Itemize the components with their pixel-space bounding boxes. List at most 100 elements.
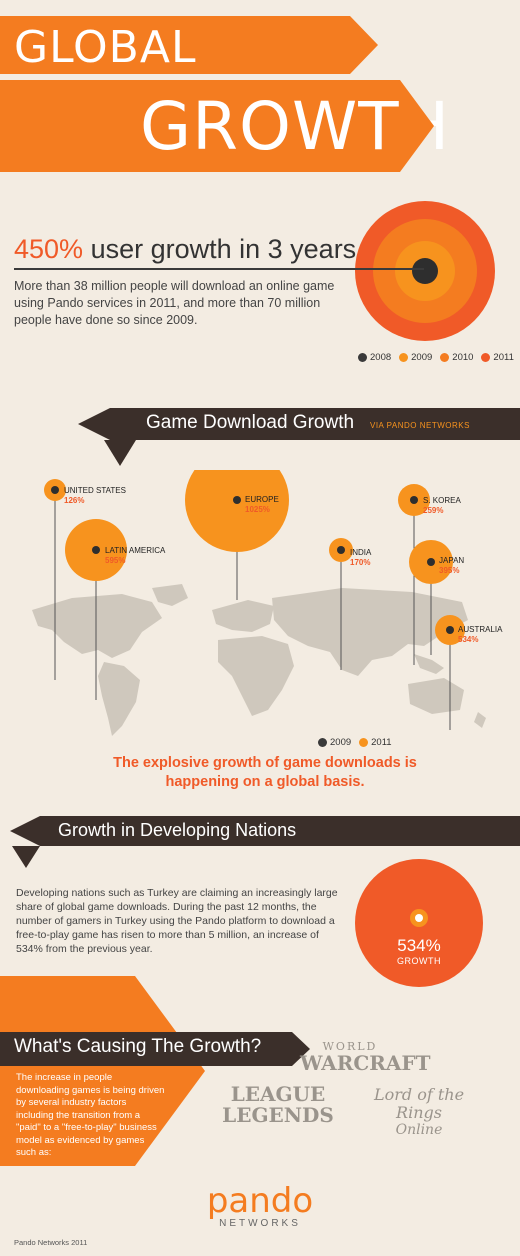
map-legend-label-2009: 2009 <box>330 737 352 748</box>
region-name-s-korea: S. KOREA <box>423 496 461 505</box>
developing-stat: 534% GROWTH <box>354 936 484 966</box>
footer-note: Pando Networks 2011 <box>14 1238 88 1247</box>
region-name-australia: AUSTRALIA <box>458 625 503 634</box>
user-growth-body: More than 38 million people will downloa… <box>14 279 335 327</box>
user-growth-pct: 450% <box>14 234 84 264</box>
title-banner-top: GLOBAL GAMING <box>0 16 378 124</box>
map-legend-dot-2011 <box>359 738 369 747</box>
pando-logo-sub: NETWORKS <box>219 1218 301 1229</box>
download-growth-arrow-tip <box>104 440 136 466</box>
region-value-s-korea: 259% <box>423 506 444 515</box>
developing-stat-value: 534% <box>397 936 441 955</box>
circle-2008 <box>412 258 438 284</box>
download-growth-source: VIA PANDO NETWORKS <box>370 421 470 430</box>
map-legend-label-2011: 2011 <box>371 737 392 748</box>
title-line2: GROWTH <box>140 88 451 165</box>
legend-dot-2009 <box>399 353 409 362</box>
legend-item-2009: 2009 <box>399 352 432 363</box>
region-name-india: INDIA <box>350 548 372 557</box>
lotr-online-logo: Lord of the Rings Online <box>350 1085 488 1139</box>
download-growth-arrow <box>78 408 110 440</box>
pando-logo: pando NETWORKS <box>0 1184 520 1229</box>
causes-orange-arrow <box>0 976 205 1166</box>
map-legend-dot-2009 <box>318 738 327 747</box>
region-label-australia: AUSTRALIA 534% <box>458 625 502 645</box>
bubble-europe <box>185 470 289 552</box>
map-europe <box>212 600 274 632</box>
user-growth-headline: 450% user growth in 3 years <box>14 234 356 265</box>
wow-logo-bottom: WARCRAFT <box>300 1051 431 1075</box>
region-bubbles <box>44 470 465 730</box>
map-southeast-asia <box>414 654 444 674</box>
causes-banner <box>0 1032 292 1066</box>
developing-arrow-tip <box>12 846 40 868</box>
developing-body: Developing nations such as Turkey are cl… <box>16 887 338 955</box>
lotr-logo-sub: Online <box>395 1122 443 1138</box>
download-growth-caption: The explosive growth of game downloads i… <box>113 755 417 790</box>
developing-banner <box>40 816 520 846</box>
world-of-warcraft-logo: WORLD WARCRAFT <box>300 1040 431 1075</box>
region-value-australia: 534% <box>458 635 479 644</box>
download-growth-legend: 2009 2011 <box>318 737 392 748</box>
region-label-japan: JAPAN 395% <box>439 556 464 576</box>
lol-logo-top: LEAGUE <box>230 1082 326 1106</box>
region-name-japan: JAPAN <box>439 556 465 565</box>
region-label-s-korea: S. KOREA 259% <box>423 496 461 516</box>
developing-stat-label: GROWTH <box>397 956 441 966</box>
bubble-core-europe <box>233 496 241 504</box>
map-south-america <box>98 662 140 736</box>
map-asia <box>272 588 468 676</box>
region-name-latin-america: LATIN AMERICA <box>105 546 166 555</box>
region-label-india: INDIA 170% <box>350 548 371 568</box>
region-label-europe: EUROPE 1025% <box>245 495 279 515</box>
region-name-united-states: UNITED STATES <box>64 486 126 495</box>
legend-item-2008: 2008 <box>358 352 391 363</box>
user-growth-legend: 2008 2009 2010 2011 <box>358 352 514 363</box>
user-growth-circles <box>355 201 495 341</box>
wow-logo-top: WORLD <box>322 1040 378 1053</box>
bubble-core-japan <box>427 558 435 566</box>
download-growth-banner <box>110 408 520 440</box>
lotr-logo-main: Lord of the Rings <box>373 1085 465 1122</box>
region-value-europe: 1025% <box>245 505 270 514</box>
developing-title: Growth in Developing Nations <box>58 820 297 840</box>
title-banner-bottom: GROWTH <box>0 80 449 172</box>
lol-logo-bottom: LEGENDS <box>222 1103 334 1127</box>
map-africa <box>218 636 294 716</box>
map-new-zealand <box>474 712 486 728</box>
causes-banner-arrow <box>292 1032 310 1066</box>
bubble-core-india <box>337 546 345 554</box>
map-north-america <box>32 594 162 658</box>
region-label-latin-america: LATIN AMERICA 595% <box>105 546 165 566</box>
legend-item-2010: 2010 <box>440 352 473 363</box>
causes-body: The increase in people downloading games… <box>16 1072 165 1158</box>
map-legend-item-2009: 2009 <box>318 737 351 748</box>
legend-label-2009: 2009 <box>411 352 433 363</box>
region-name-europe: EUROPE <box>245 495 279 504</box>
bubble-core-australia <box>446 626 454 634</box>
legend-label-2010: 2010 <box>452 352 474 363</box>
legend-label-2011: 2011 <box>493 352 514 363</box>
region-value-india: 170% <box>350 558 371 567</box>
legend-dot-2011 <box>481 353 491 362</box>
user-growth-headline-text: user growth in 3 years <box>83 234 357 264</box>
region-label-united-states: UNITED STATES 126% <box>64 486 126 506</box>
region-value-latin-america: 595% <box>105 556 126 565</box>
pando-logo-wordmark: pando <box>206 1181 314 1221</box>
legend-item-2011: 2011 <box>481 352 514 363</box>
causes-title: What's Causing The Growth? <box>14 1036 262 1057</box>
map-greenland <box>152 584 188 606</box>
download-growth-title: Game Download Growth <box>146 412 355 433</box>
bubble-core-s-korea <box>410 496 418 504</box>
map-legend-item-2011: 2011 <box>359 737 392 748</box>
legend-dot-2010 <box>440 353 450 362</box>
legend-label-2008: 2008 <box>370 352 392 363</box>
region-value-japan: 395% <box>439 566 460 575</box>
bubble-core-united-states <box>51 486 59 494</box>
developing-stat-circle <box>355 859 483 987</box>
region-value-united-states: 126% <box>64 496 85 505</box>
developing-arrow <box>10 816 40 846</box>
league-of-legends-logo: LEAGUE LEGENDS <box>222 1084 334 1126</box>
legend-dot-2008 <box>358 353 367 362</box>
bubble-core-latin-america <box>92 546 100 554</box>
